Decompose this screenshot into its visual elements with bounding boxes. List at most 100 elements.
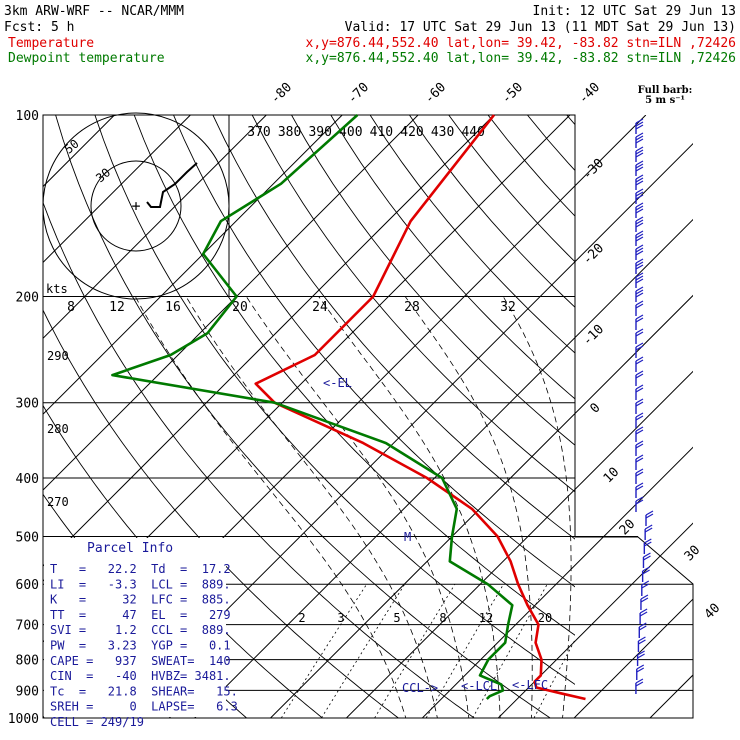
dry-adiabat [330,115,575,400]
wind-barb [635,482,644,498]
dry-adiabat-label: 380 [278,125,301,140]
wind-barb [635,118,644,134]
hodograph: 50 30 + kts [42,112,230,300]
wind-barb [635,188,644,204]
dry-adiabat [448,115,575,263]
wind-barb [635,160,644,176]
parcel-info-row: SREH = 0 LAPSE= 6.3 [50,700,238,714]
pressure-label: 400 [16,472,39,487]
temperature-legend-info: x,y=876.44,552.40 lat,lon= 39.42, -83.82… [306,36,736,51]
wind-barb [635,496,644,512]
pressure-label: 200 [16,291,39,306]
wind-barb [635,230,644,246]
pressure-label: 500 [16,530,39,545]
isotherm-right-label: -30 [580,156,607,183]
mixing-ratio-lines [280,583,575,718]
barb-legend-line2: 5 m s⁻¹ [645,95,685,106]
wind-barb [635,174,644,190]
theta-e-labels: 290 280 270 [47,349,69,509]
wind-barb [635,258,644,274]
isotherm-right-label: 40 [702,601,724,623]
wind-barb [636,664,645,680]
wind-barb [635,132,644,148]
pressure-label: 600 [16,578,39,593]
wind-barb [644,524,653,540]
isotherm-line [649,674,693,718]
hodograph-ring50-label: 50 [62,137,82,157]
mixing-ratio-line [425,583,504,718]
wind-barb [637,636,646,652]
isotherm-line [713,115,740,731]
temperature-profile [254,114,586,701]
isotherm-line [345,370,693,718]
dewpoint-legend-label: Dewpoint temperature [8,51,165,66]
wind-barb [636,650,645,666]
plot-frame [42,114,694,719]
isotherm-line [193,218,693,718]
parcel-info-row: Tc = 21.8 SHEAR= 15. [50,684,238,698]
hodograph-trace [146,162,198,208]
mixing-ratio-label: 28 [404,300,420,315]
parcel-info-row: K = 32 LFC = 885. [50,593,231,607]
isotherm-top-label: -80 [268,80,295,107]
parcel-info-row: CAPE = 937 SWEAT= 140 [50,654,231,668]
mixing-ratio-label: 24 [312,300,328,315]
mixing-ratio-label: 12 [109,300,125,315]
moist-adiabat [502,296,572,718]
pressure-label: 1000 [8,712,39,727]
m-marker: M [404,530,411,544]
wind-barb [635,342,644,358]
hodograph-ring-outer [42,112,230,300]
wind-barb [635,244,644,260]
isotherm-line [497,522,693,718]
dry-adiabat-label: 390 [308,125,331,140]
wind-barb [635,216,644,232]
isotherm-line [43,115,191,264]
mixing-ratio-low-label: 12 [479,611,493,625]
wind-barb [635,426,644,442]
parcel-info-panel: Parcel Info T = 22.2 Td = 17.2LI = -3.3 … [44,538,238,729]
wind-barb [635,202,644,218]
wind-barb [635,454,644,470]
mixing-ratio-line [374,583,456,718]
sounding-profiles [111,114,586,701]
parcel-info-row: CIN = -40 HVBZ= 3481. [50,669,231,683]
wind-barb [635,468,644,484]
dry-adiabat-label: 410 [370,125,393,140]
pressure-labels: 100 200 300 400 500 600 700 800 900 1000 [8,109,39,727]
theta-e-label: 290 [47,349,69,363]
dry-adiabat [94,115,575,685]
isotherms [43,115,740,731]
isotherm-line [43,115,419,491]
dry-adiabat [173,115,575,588]
wind-barb [635,370,644,386]
isotherm-right-label: 30 [682,543,704,565]
isotherm-labels: -80 -70 -60 -50 -40 -30 -20 -10 0 10 20 30 40 [268,80,723,622]
isotherm-top-label: -60 [422,80,449,107]
wind-barb [635,146,644,162]
dry-adiabat [291,115,575,446]
parcel-info-row: PW = 3.23 YGP = 0.1 [50,639,231,653]
theta-e-label: 280 [47,422,69,436]
wind-barb [642,552,651,568]
mixing-ratio-labels: 8 12 16 20 24 28 32 2 3 5 8 12 20 [67,300,552,625]
mixing-ratio-low-label: 8 [439,611,446,625]
parcel-info-row: CELL = 249/19 [50,715,144,729]
wind-barb [638,622,647,638]
moist-adiabat [404,296,533,718]
wind-barb [635,398,644,414]
isotherm-line [269,294,693,718]
wind-barb [635,300,644,316]
isotherm-line [43,115,343,415]
wind-barb [635,412,644,428]
ccl-marker: CCL-> [402,681,438,695]
dry-adiabat-labels: 370 380 390 400 410 420 430 440 [247,125,485,140]
isotherm-line [421,446,693,718]
wind-barb [645,510,654,526]
mixing-ratio-low-label: 3 [337,611,344,625]
hodograph-ring30-label: 30 [93,165,113,185]
isotherm-right-label: -10 [580,322,607,349]
isotherm-top-label: -50 [499,80,526,107]
isotherm-right-label: -20 [580,241,607,268]
